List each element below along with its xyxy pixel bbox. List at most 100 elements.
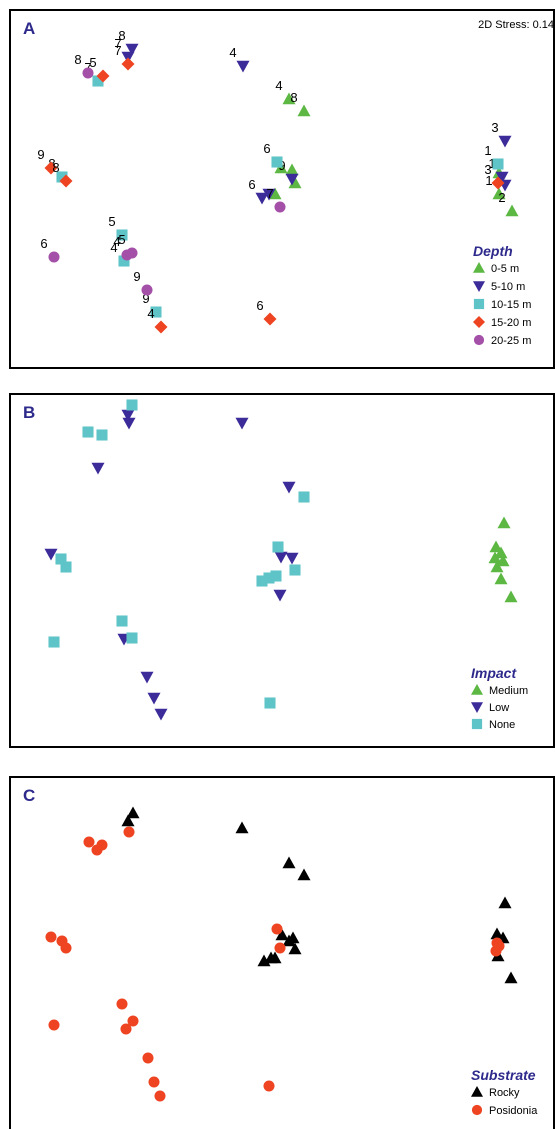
point-label: 4	[113, 234, 120, 249]
point-b-none-13	[48, 636, 60, 648]
point-label: 8	[290, 90, 297, 105]
point-label: 2	[498, 190, 505, 205]
stress-label: 2D Stress: 0.14	[478, 19, 554, 31]
panel-letter-b: B	[23, 403, 35, 422]
point-label: 4	[275, 78, 282, 93]
legend-label: None	[489, 719, 515, 731]
point-b-medium-4	[496, 554, 510, 567]
point-a-10-15-m-1	[271, 156, 283, 168]
legend-marker-posidonia	[471, 1104, 483, 1116]
point-b-low-10	[140, 671, 154, 684]
point-b-low-2	[91, 462, 105, 475]
point-c-rocky-2	[235, 821, 249, 834]
point-a-10-15-m-4	[118, 255, 130, 267]
point-label: 6	[263, 141, 270, 156]
point-b-low-3	[235, 417, 249, 430]
legend-depth: Depth 0-5 m 5-10 m 10-15 m 15-20 m 20-25 m	[473, 243, 531, 347]
point-b-medium-3	[488, 551, 502, 564]
point-c-posidonia-8	[274, 942, 286, 954]
point-c-posidonia-11	[490, 945, 502, 957]
point-a-15-20-m-1	[121, 57, 135, 71]
point-c-rocky-13	[490, 927, 504, 940]
point-label: 9	[37, 147, 44, 162]
point-b-none-5	[55, 553, 67, 565]
point-label: 8	[118, 28, 125, 43]
point-label: 4	[147, 306, 154, 321]
point-a-10-15-m-3	[116, 229, 128, 241]
point-label: 3	[491, 120, 498, 135]
point-c-rocky-12	[498, 896, 512, 909]
point-a-15-20-m-4	[263, 312, 277, 326]
point-c-rocky-7	[286, 931, 300, 944]
point-a-20-25-m-2	[48, 251, 60, 263]
legend-label: Posidonia	[489, 1105, 538, 1117]
point-a-20-25-m-1	[274, 201, 286, 213]
point-label: 8	[52, 160, 59, 175]
point-b-medium-2	[494, 546, 508, 559]
point-a-15-20-m-2	[44, 161, 58, 175]
legend-marker-medium	[471, 684, 483, 695]
point-b-low-0	[121, 409, 135, 422]
point-a-5-10-m-7	[495, 171, 509, 184]
point-a-10-15-m-6	[492, 158, 504, 170]
point-label: 6	[40, 236, 47, 251]
point-c-rocky-16	[504, 971, 518, 984]
point-c-rocky-5	[275, 928, 289, 941]
point-c-posidonia-17	[148, 1076, 160, 1088]
point-c-rocky-9	[257, 954, 271, 967]
point-b-low-6	[274, 551, 288, 564]
point-a-20-25-m-5	[141, 284, 153, 296]
point-b-none-14	[264, 697, 276, 709]
point-a-15-20-m-3	[59, 174, 73, 188]
point-label: 4	[110, 240, 117, 255]
legend-impact: Impact Medium Low None	[471, 665, 528, 731]
panel-b-plot: B Impact Medium Low None	[23, 399, 528, 731]
point-a-15-20-m-0	[96, 69, 110, 83]
legend-marker-rocky	[471, 1086, 483, 1097]
point-b-none-8	[256, 575, 268, 587]
point-label: 7	[114, 36, 121, 51]
point-c-posidonia-0	[123, 826, 135, 838]
point-b-medium-7	[504, 590, 518, 603]
legend-label: 20-25 m	[491, 335, 531, 347]
legend-title: Depth	[473, 243, 513, 259]
point-a-20-25-m-0	[82, 67, 94, 79]
point-b-low-11	[147, 692, 161, 705]
point-a-15-20-m-5	[154, 320, 168, 334]
legend-label: 0-5 m	[491, 263, 519, 275]
point-label: 7	[266, 186, 273, 201]
panel-b: B Impact Medium Low None	[9, 393, 555, 748]
point-c-posidonia-12	[116, 998, 128, 1010]
point-a-0-5-m-7	[492, 187, 506, 200]
point-b-low-7	[285, 552, 299, 565]
legend-marker-low	[471, 702, 483, 713]
point-c-rocky-0	[126, 806, 140, 819]
point-b-none-7	[289, 564, 301, 576]
point-label: 6	[256, 298, 263, 313]
point-label: 1	[488, 156, 495, 171]
legend-marker-5-10-m	[473, 281, 485, 292]
point-label: 3	[484, 162, 491, 177]
point-a-10-15-m-0	[92, 75, 104, 87]
point-c-rocky-1	[121, 814, 135, 827]
point-a-15-20-m-6	[491, 176, 505, 190]
point-c-posidonia-7	[271, 923, 283, 935]
point-a-0-5-m-3	[285, 163, 299, 176]
point-label: 5	[118, 232, 125, 247]
point-b-medium-6	[494, 572, 508, 585]
legend-marker-none	[471, 718, 483, 730]
point-a-5-10-m-3	[285, 173, 299, 186]
point-b-none-10	[270, 570, 282, 582]
point-a-0-5-m-0	[282, 92, 296, 105]
point-b-low-8	[273, 589, 287, 602]
point-a-0-5-m-4	[288, 176, 302, 189]
point-b-none-11	[116, 615, 128, 627]
point-c-rocky-8	[288, 942, 302, 955]
legend-label: 5-10 m	[491, 281, 525, 293]
panel-letter-a: A	[23, 19, 35, 38]
point-label: 9	[133, 269, 140, 284]
point-c-posidonia-19	[263, 1080, 275, 1092]
panel-letter-c: C	[23, 786, 35, 805]
point-a-10-15-m-2	[56, 171, 68, 183]
legend-label: 15-20 m	[491, 317, 531, 329]
